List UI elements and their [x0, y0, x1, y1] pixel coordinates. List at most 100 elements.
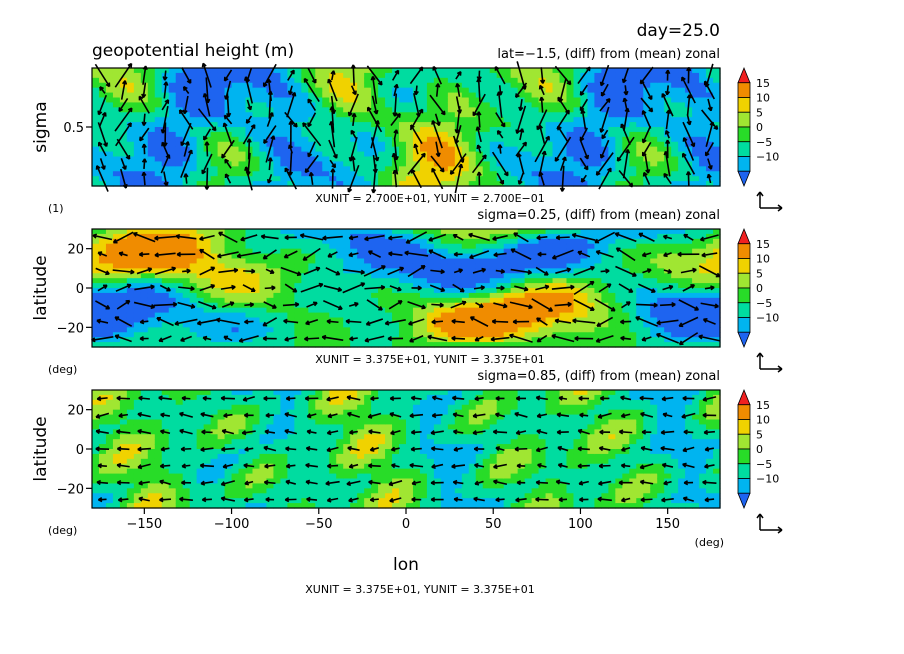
contour-cell: [538, 292, 547, 299]
contour-cell: [678, 273, 686, 279]
contour-cell: [573, 253, 582, 260]
contour-cell: [154, 248, 163, 255]
contour-cell: [273, 97, 281, 104]
contour-cell: [447, 72, 456, 79]
contour-cell: [92, 498, 100, 504]
wind-arrow: [664, 139, 671, 159]
contour-cell: [126, 248, 135, 255]
contour-cell: [426, 151, 435, 158]
contour-cell: [266, 288, 275, 294]
contour-cell: [301, 322, 309, 328]
contour-cell: [692, 302, 700, 309]
contour-cell: [503, 181, 512, 187]
contour-cell: [266, 307, 275, 314]
contour-cell: [461, 317, 470, 324]
contour-cell: [217, 327, 226, 333]
contour-cell: [608, 292, 616, 299]
contour-cell: [322, 131, 330, 138]
contour-cell: [629, 102, 637, 108]
contour-cell: [608, 117, 616, 123]
contour-cell: [343, 312, 351, 319]
contour-cell: [692, 131, 700, 138]
contour-cell: [678, 327, 686, 333]
contour-cell: [433, 243, 442, 250]
contour-cell: [706, 317, 714, 324]
contour-cell: [440, 127, 449, 133]
contour-cell: [329, 317, 337, 324]
contour-cell: [287, 243, 295, 250]
contour-cell: [175, 161, 184, 167]
contour-cell: [573, 268, 582, 274]
contour-cell: [189, 72, 198, 79]
contour-cell: [217, 238, 226, 245]
contour-cell: [671, 307, 679, 314]
contour-cell: [657, 107, 665, 113]
contour-cell: [133, 107, 142, 113]
contour-cell: [287, 258, 295, 265]
contour-cell: [105, 302, 114, 309]
contour-cell: [685, 107, 693, 113]
contour-cell: [273, 127, 281, 133]
contour-cell: [517, 136, 526, 143]
contour-cell: [573, 181, 582, 187]
contour-cell: [482, 233, 491, 240]
contour-cell: [217, 302, 226, 309]
contour-cell: [182, 92, 191, 99]
contour-cell: [133, 72, 142, 79]
contour-cell: [587, 288, 595, 294]
contour-cell: [126, 458, 135, 465]
wind-arrow: [620, 335, 632, 341]
contour-cell: [252, 342, 261, 348]
wind-arrow: [428, 233, 447, 242]
contour-cell: [294, 77, 302, 84]
contour-cell: [287, 297, 295, 304]
wind-arrow: [431, 319, 444, 325]
contour-cell: [552, 122, 561, 128]
contour-cell: [154, 327, 163, 333]
contour-cell: [105, 439, 114, 445]
contour-cell: [273, 229, 281, 235]
wind-arrow: [573, 265, 595, 276]
contour-cell: [643, 156, 651, 163]
contour-cell: [531, 312, 540, 319]
contour-cell: [706, 97, 714, 104]
contour-cell: [343, 92, 351, 99]
contour-cell: [545, 268, 554, 274]
wind-arrow: [306, 301, 318, 308]
contour-cell: [692, 322, 700, 328]
contour-cell: [629, 107, 637, 113]
contour-cell: [92, 122, 100, 128]
contour-cell: [503, 82, 512, 89]
contour-cell: [489, 307, 498, 314]
contour-cell: [608, 146, 616, 153]
contour-cell: [406, 268, 414, 274]
contour-cell: [573, 161, 582, 167]
wind-arrow: [452, 283, 465, 293]
contour-cell: [280, 176, 288, 182]
contour-cell: [259, 317, 268, 324]
contour-cell: [594, 107, 602, 113]
contour-cell: [573, 122, 582, 128]
contour-cell: [126, 166, 135, 172]
contour-cell: [503, 263, 512, 269]
contour-cell: [287, 263, 295, 269]
contour-cell: [210, 238, 219, 245]
contour-cell: [594, 283, 602, 289]
contour-cell: [147, 166, 156, 172]
contour-cell: [322, 278, 330, 284]
contour-cell: [154, 283, 163, 289]
contour-cell: [238, 102, 247, 108]
contour-cell: [489, 107, 498, 113]
contour-cell: [238, 77, 247, 84]
contour-cell: [496, 317, 505, 324]
contour-cell: [252, 233, 261, 240]
contour-cell: [126, 92, 135, 99]
contour-cell: [224, 312, 233, 319]
contour-cell: [573, 238, 582, 245]
contour-cell: [531, 229, 540, 235]
contour-cell: [538, 127, 547, 133]
contour-cell: [92, 283, 100, 289]
contour-cell: [252, 327, 261, 333]
contour-cell: [371, 292, 379, 299]
contour-cell: [545, 68, 554, 74]
